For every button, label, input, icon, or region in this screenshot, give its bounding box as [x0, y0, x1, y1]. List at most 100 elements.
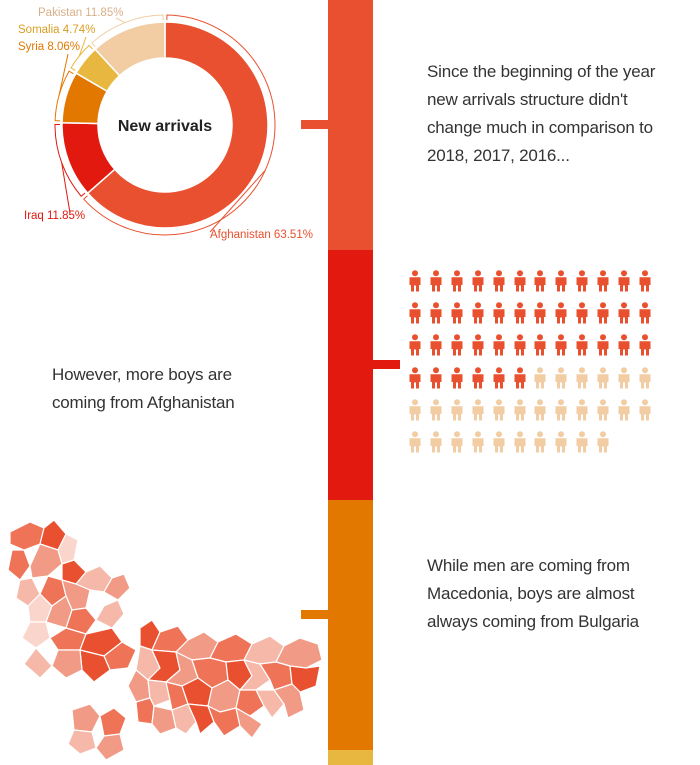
paragraph-new-arrivals-structure: Since the beginning of the year new arri… — [427, 62, 656, 165]
donut-slice-pakistan — [94, 21, 166, 77]
person-icon — [554, 366, 568, 389]
person-icon — [492, 431, 506, 453]
donut-leader-syria — [58, 53, 69, 96]
person-icon — [471, 431, 485, 453]
paragraph-boys-afghanistan: However, more boys are coming from Afgha… — [52, 365, 235, 412]
donut-bracket-pakistan — [91, 14, 164, 47]
person-icon — [429, 398, 443, 421]
person-icon — [513, 431, 527, 453]
person-icon — [554, 334, 568, 356]
person-icon — [575, 270, 589, 292]
person-icon — [450, 431, 464, 453]
person-icon — [554, 398, 568, 421]
person-icon — [492, 270, 506, 292]
person-icon — [429, 302, 443, 324]
person-icon — [554, 270, 568, 292]
person-icon — [638, 302, 652, 324]
person-icon — [575, 366, 589, 389]
person-icon — [471, 334, 485, 356]
donut-label-iraq: Iraq 11.85% — [24, 210, 85, 222]
person-icon — [596, 302, 610, 324]
donut-chart: New arrivals Afghanistan 63.51% Iraq 11.85… — [18, 7, 313, 241]
person-icon — [617, 270, 631, 292]
person-icon — [533, 270, 547, 292]
person-icon — [554, 431, 568, 453]
map-region — [23, 647, 53, 679]
person-icon — [533, 398, 547, 421]
person-icon — [429, 431, 443, 453]
person-icon — [492, 302, 506, 324]
donut-slice-afghanistan — [86, 21, 269, 229]
donut-bracket-iraq — [54, 123, 86, 197]
person-icon — [492, 334, 506, 356]
person-icon — [575, 334, 589, 356]
balkan-regions-map — [7, 519, 323, 761]
map-region — [7, 549, 31, 581]
map-region — [51, 649, 83, 679]
person-icon — [450, 366, 464, 389]
person-icon — [408, 398, 422, 421]
map-region — [273, 683, 305, 719]
person-icon — [408, 334, 422, 356]
map-region — [95, 733, 125, 761]
map-region — [235, 689, 265, 717]
timeline-connector-2 — [373, 360, 400, 369]
person-icon — [575, 431, 589, 453]
person-icon — [617, 366, 631, 389]
person-icon — [513, 398, 527, 421]
timeline-connector-3 — [301, 610, 328, 619]
map-region — [67, 729, 97, 755]
person-icon — [492, 366, 506, 389]
donut-label-pakistan: Pakistan 11.85% — [38, 7, 123, 19]
person-icon — [471, 302, 485, 324]
map-region — [99, 707, 127, 737]
person-icon — [533, 302, 547, 324]
map-region — [187, 703, 215, 735]
map-region — [95, 599, 125, 629]
paragraph-macedonia-bulgaria: While men are coming from Macedonia, boy… — [427, 556, 639, 631]
person-icon — [575, 302, 589, 324]
person-icon — [533, 334, 547, 356]
person-icon — [617, 334, 631, 356]
person-icon — [638, 270, 652, 292]
person-icon — [617, 398, 631, 421]
donut-leader-pakistan — [115, 17, 126, 23]
person-icon — [450, 334, 464, 356]
map-region — [103, 573, 131, 601]
map-region — [135, 697, 155, 725]
person-icon — [429, 334, 443, 356]
timeline-connector-1 — [301, 120, 328, 129]
person-icon — [450, 270, 464, 292]
donut-center-label: New arrivals — [118, 118, 212, 135]
person-icon — [450, 302, 464, 324]
map-region — [255, 689, 285, 719]
person-icon — [408, 366, 422, 389]
person-icon — [471, 398, 485, 421]
person-icon — [408, 270, 422, 292]
person-icon — [429, 270, 443, 292]
map-region — [21, 621, 51, 649]
person-icon — [471, 270, 485, 292]
person-icon — [429, 366, 443, 389]
person-icon — [596, 398, 610, 421]
person-icon — [513, 302, 527, 324]
person-icon — [596, 270, 610, 292]
person-icon — [513, 270, 527, 292]
person-icon — [575, 398, 589, 421]
person-icon — [638, 366, 652, 389]
map-region — [171, 703, 197, 735]
person-icon — [617, 302, 631, 324]
person-icon — [638, 334, 652, 356]
person-icon — [450, 398, 464, 421]
person-icon — [408, 431, 422, 453]
person-icon — [408, 302, 422, 324]
map-region — [147, 679, 171, 707]
person-icon — [471, 366, 485, 389]
person-icon — [554, 302, 568, 324]
map-region — [71, 703, 101, 733]
map-region — [151, 705, 177, 735]
timeline-segment-4 — [328, 750, 373, 765]
donut-leader-somalia — [78, 36, 87, 57]
timeline-segment-3 — [328, 500, 373, 750]
donut-label-somalia: Somalia 4.74% — [18, 24, 95, 36]
